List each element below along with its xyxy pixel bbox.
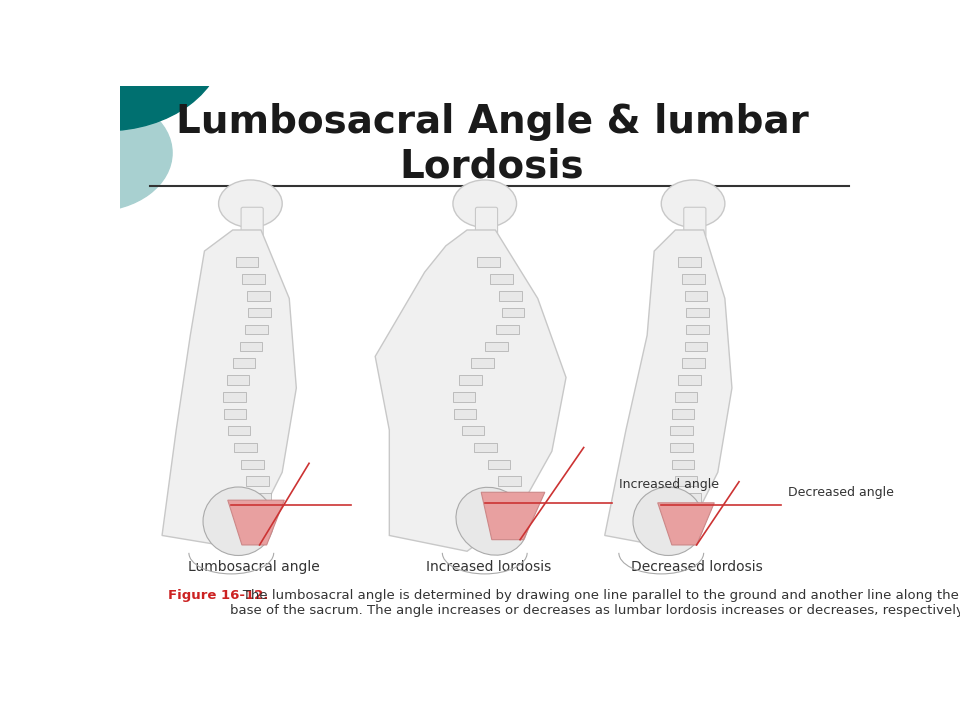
- Circle shape: [0, 0, 225, 131]
- Bar: [249, 308, 271, 318]
- Bar: [672, 409, 694, 418]
- Bar: [234, 443, 256, 452]
- Text: Increased angle: Increased angle: [619, 478, 719, 491]
- Polygon shape: [162, 230, 297, 546]
- Bar: [498, 477, 520, 486]
- Bar: [224, 409, 246, 418]
- Polygon shape: [375, 230, 566, 552]
- Text: Decreased angle: Decreased angle: [788, 486, 895, 499]
- Bar: [682, 274, 705, 284]
- Text: Figure 16-12.: Figure 16-12.: [168, 589, 269, 602]
- Bar: [684, 342, 708, 351]
- Bar: [246, 325, 268, 334]
- Bar: [675, 392, 697, 402]
- Ellipse shape: [633, 487, 704, 555]
- Bar: [678, 375, 701, 384]
- Bar: [453, 392, 475, 402]
- Bar: [686, 308, 709, 318]
- Text: Lumbosacral angle: Lumbosacral angle: [188, 560, 320, 575]
- Ellipse shape: [456, 487, 528, 555]
- Bar: [223, 392, 246, 402]
- Bar: [678, 257, 701, 267]
- Bar: [670, 426, 692, 436]
- Bar: [670, 443, 692, 452]
- Bar: [502, 493, 524, 503]
- Bar: [242, 274, 265, 284]
- Bar: [485, 342, 508, 351]
- Circle shape: [219, 180, 282, 228]
- Text: The lumbosacral angle is determined by drawing one line parallel to the ground a: The lumbosacral angle is determined by d…: [230, 589, 960, 617]
- Bar: [501, 308, 524, 318]
- FancyBboxPatch shape: [241, 207, 263, 237]
- Bar: [247, 477, 269, 486]
- Text: Decreased lordosis: Decreased lordosis: [631, 560, 762, 575]
- Text: Increased lordosis: Increased lordosis: [425, 560, 551, 575]
- Bar: [247, 291, 270, 300]
- Bar: [228, 426, 251, 436]
- Circle shape: [16, 95, 172, 211]
- Bar: [672, 459, 694, 469]
- Bar: [240, 342, 262, 351]
- Bar: [675, 477, 697, 486]
- Bar: [249, 493, 271, 503]
- Bar: [684, 291, 708, 300]
- Bar: [686, 325, 709, 334]
- Bar: [227, 375, 250, 384]
- Bar: [241, 459, 264, 469]
- Bar: [474, 443, 497, 452]
- Bar: [460, 375, 482, 384]
- Bar: [488, 459, 511, 469]
- Bar: [235, 257, 258, 267]
- FancyBboxPatch shape: [475, 207, 497, 237]
- Polygon shape: [605, 230, 732, 546]
- FancyBboxPatch shape: [684, 207, 706, 237]
- Bar: [499, 291, 522, 300]
- Text: Lumbosacral Angle & lumbar
Lordosis: Lumbosacral Angle & lumbar Lordosis: [176, 103, 808, 185]
- Circle shape: [453, 180, 516, 228]
- Polygon shape: [658, 503, 714, 545]
- Bar: [678, 493, 701, 503]
- Polygon shape: [481, 492, 545, 540]
- Bar: [232, 359, 255, 368]
- Bar: [471, 359, 494, 368]
- Circle shape: [661, 180, 725, 228]
- Bar: [477, 257, 499, 267]
- Bar: [496, 325, 519, 334]
- Bar: [454, 409, 476, 418]
- Bar: [462, 426, 484, 436]
- Ellipse shape: [203, 487, 274, 555]
- Bar: [682, 359, 705, 368]
- Polygon shape: [228, 500, 284, 545]
- Bar: [491, 274, 513, 284]
